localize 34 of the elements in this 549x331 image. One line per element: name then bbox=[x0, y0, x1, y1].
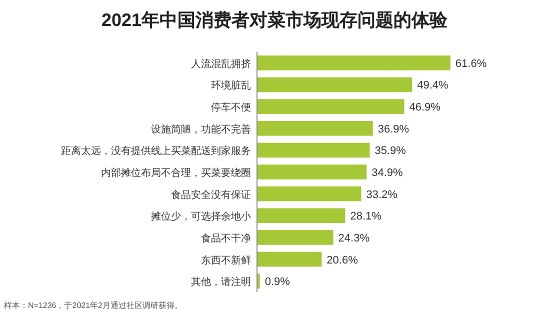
y-tick-label: 距离太远，没有提供线上买菜配送到家服务 bbox=[61, 145, 251, 158]
data-label: 20.6% bbox=[326, 254, 358, 266]
text: 样本：N=1236，于2021年2月通过社区调研获得。 bbox=[4, 301, 182, 310]
bar bbox=[257, 120, 373, 136]
data-label: 35.9% bbox=[374, 145, 406, 158]
y-tick-label: 食品安全没有保证 bbox=[171, 188, 251, 201]
y-tick-label: 其他，请注明 bbox=[191, 276, 251, 288]
bar bbox=[257, 252, 322, 267]
data-label: 49.4% bbox=[417, 80, 449, 92]
y-tick-label: 食品不干净 bbox=[201, 232, 251, 244]
bar bbox=[257, 186, 362, 202]
bar bbox=[257, 164, 367, 180]
y-tick-label: 设施简陋，功能不完善 bbox=[151, 123, 251, 136]
chart-title: 2021年中国消费者对菜市场现存问题的体验 bbox=[101, 10, 449, 30]
y-tick-label: 内部摊位布局不合理，买菜要绕圈 bbox=[101, 167, 251, 179]
data-label: 0.9% bbox=[264, 276, 290, 288]
bar bbox=[257, 230, 334, 245]
bar bbox=[257, 55, 450, 70]
bar bbox=[257, 77, 412, 92]
data-label: 34.9% bbox=[372, 167, 403, 179]
y-tick-label: 东西不新鲜 bbox=[201, 254, 251, 266]
data-label: 36.9% bbox=[378, 123, 410, 136]
data-label: 24.3% bbox=[338, 232, 370, 244]
data-label: 28.1% bbox=[350, 210, 382, 223]
data-label: 61.6% bbox=[455, 58, 487, 70]
data-label: 33.2% bbox=[366, 188, 398, 201]
y-tick-label: 摊位少，可选择余地小 bbox=[151, 210, 251, 223]
bar bbox=[257, 208, 346, 224]
bar bbox=[257, 99, 404, 114]
y-tick-label: 人流混乱拥挤 bbox=[191, 58, 251, 70]
y-tick-label: 停车不便 bbox=[211, 102, 251, 114]
data-label: 46.9% bbox=[409, 102, 441, 114]
bar bbox=[257, 142, 370, 158]
y-tick-label: 环境脏乱 bbox=[211, 80, 251, 92]
